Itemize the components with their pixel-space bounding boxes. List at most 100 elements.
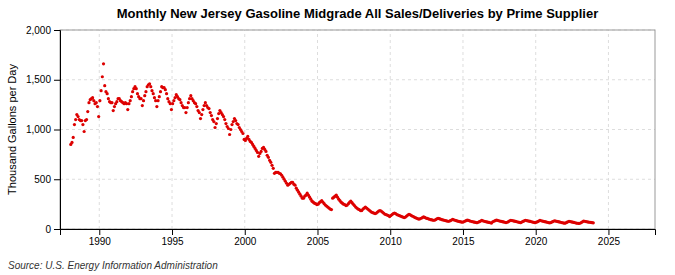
point bbox=[260, 150, 263, 153]
point bbox=[131, 90, 134, 93]
point bbox=[180, 101, 183, 104]
y-tick-mark bbox=[54, 80, 60, 81]
point bbox=[241, 132, 244, 135]
y-grid-line bbox=[60, 79, 655, 80]
point bbox=[222, 115, 225, 118]
y-tick-label: 0 bbox=[45, 224, 51, 235]
point bbox=[152, 92, 155, 95]
y-grid-line bbox=[60, 179, 655, 180]
x-grid-line bbox=[244, 30, 245, 229]
x-grid-line bbox=[172, 30, 173, 229]
point bbox=[267, 156, 270, 159]
point bbox=[170, 108, 173, 111]
point bbox=[80, 119, 83, 122]
point bbox=[187, 101, 190, 104]
x-tick: 1995 bbox=[161, 229, 184, 247]
point bbox=[110, 101, 113, 104]
point bbox=[184, 111, 187, 114]
point bbox=[142, 99, 145, 102]
point bbox=[194, 102, 197, 105]
source-note: Source: U.S. Energy Information Administ… bbox=[8, 260, 218, 271]
point bbox=[216, 117, 219, 120]
point bbox=[155, 105, 158, 108]
x-tick-label: 2020 bbox=[525, 236, 548, 247]
point bbox=[257, 155, 260, 158]
point bbox=[172, 99, 175, 102]
point bbox=[270, 164, 273, 167]
point bbox=[592, 221, 595, 224]
point bbox=[76, 115, 79, 118]
y-tick: 1,500 bbox=[26, 74, 60, 85]
y-tick-label: 1,500 bbox=[26, 74, 51, 85]
point bbox=[141, 104, 144, 107]
point bbox=[86, 110, 89, 113]
point bbox=[115, 100, 118, 103]
point bbox=[230, 123, 233, 126]
point bbox=[103, 84, 106, 87]
point bbox=[264, 150, 267, 153]
point bbox=[72, 136, 75, 139]
point bbox=[127, 102, 130, 105]
point bbox=[189, 94, 192, 97]
point bbox=[73, 123, 76, 126]
y-tick-label: 2,000 bbox=[26, 25, 51, 36]
point bbox=[87, 101, 90, 104]
point bbox=[102, 62, 105, 65]
x-tick-mark bbox=[172, 229, 173, 235]
point bbox=[153, 96, 156, 99]
point bbox=[224, 122, 227, 125]
y-tick-mark bbox=[54, 30, 60, 31]
x-tick: 1990 bbox=[89, 229, 112, 247]
point bbox=[149, 85, 152, 88]
x-tick: 2000 bbox=[234, 229, 257, 247]
x-tick-label: 2015 bbox=[452, 236, 475, 247]
point bbox=[195, 105, 198, 108]
x-tick-mark bbox=[390, 229, 391, 235]
point bbox=[101, 75, 104, 78]
point bbox=[236, 123, 239, 126]
point bbox=[210, 114, 213, 117]
point bbox=[106, 92, 109, 95]
x-grid-line bbox=[317, 30, 318, 229]
point bbox=[126, 108, 129, 111]
point bbox=[96, 105, 99, 108]
point bbox=[228, 133, 231, 136]
x-tick-label: 1995 bbox=[161, 236, 184, 247]
point bbox=[269, 161, 272, 164]
x-tick-label: 2000 bbox=[234, 236, 257, 247]
point bbox=[165, 92, 168, 95]
x-tick-label: 2025 bbox=[598, 236, 621, 247]
plot-frame bbox=[60, 30, 655, 229]
x-tick: 2015 bbox=[452, 229, 475, 247]
x-tick-mark bbox=[99, 229, 100, 235]
point bbox=[98, 99, 101, 102]
x-tick: 2025 bbox=[598, 229, 621, 247]
point bbox=[143, 94, 146, 97]
point bbox=[234, 119, 237, 122]
point bbox=[164, 88, 167, 91]
point bbox=[213, 126, 216, 129]
point bbox=[135, 87, 138, 90]
point bbox=[83, 130, 86, 133]
point bbox=[70, 141, 73, 144]
chart-container: 1990199520002005201020152020202505001,00… bbox=[0, 0, 675, 275]
chart-svg: 1990199520002005201020152020202505001,00… bbox=[0, 0, 675, 275]
point bbox=[136, 92, 139, 95]
y-tick: 2,000 bbox=[26, 25, 60, 36]
point bbox=[166, 97, 169, 100]
y-tick-label: 500 bbox=[34, 174, 51, 185]
point bbox=[150, 89, 153, 92]
point bbox=[215, 122, 218, 125]
x-tick: 2005 bbox=[307, 229, 330, 247]
point bbox=[81, 123, 84, 126]
point bbox=[209, 111, 212, 114]
y-axis: 05001,0001,5002,000 bbox=[26, 25, 61, 235]
point bbox=[330, 208, 333, 211]
y-axis-line bbox=[54, 31, 61, 230]
point bbox=[97, 115, 100, 118]
x-axis: 19901995200020052010201520202025 bbox=[61, 229, 656, 247]
x-tick-mark bbox=[536, 229, 537, 235]
point bbox=[229, 128, 232, 131]
x-tick-label: 1990 bbox=[89, 236, 112, 247]
point bbox=[148, 82, 151, 85]
